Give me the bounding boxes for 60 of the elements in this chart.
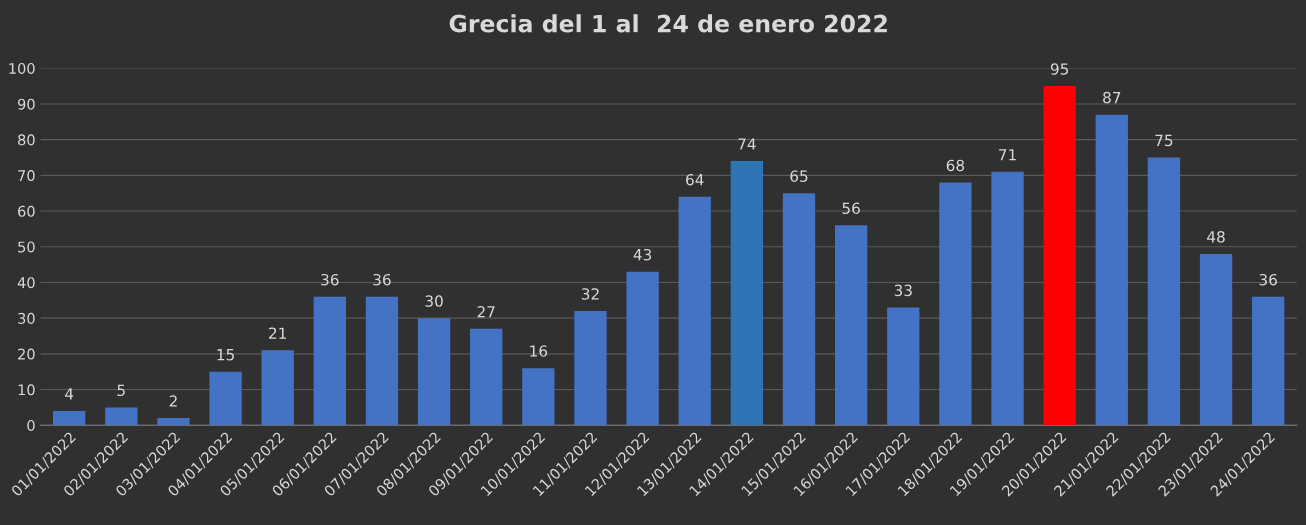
bar [834,225,868,426]
data-label: 4 [65,388,74,400]
y-tick-label: 40 [17,277,35,289]
y-tick-label: 60 [18,205,35,217]
data-label: 71 [999,149,1016,161]
bar [417,318,451,426]
data-label: 48 [1207,231,1225,243]
bar [1095,114,1128,426]
data-label: 87 [1103,91,1121,104]
bar [678,196,711,426]
data-label: 32 [581,288,599,300]
bar [105,407,138,426]
data-label: 33 [894,284,912,297]
y-tick-label: 30 [18,312,35,324]
y-tick-label: 50 [18,241,35,253]
bar [991,171,1024,426]
data-label: 30 [425,295,443,307]
data-label: 36 [373,273,391,286]
data-label: 64 [686,173,704,186]
bar [1252,296,1285,426]
bar [365,296,399,426]
bar [782,193,816,426]
bar [209,371,242,426]
bar [730,161,764,426]
y-tick-label: 100 [9,62,35,74]
data-label: 5 [117,384,125,397]
bar [626,271,659,426]
bar [470,328,503,426]
bar [1199,253,1233,426]
bar [261,350,294,426]
bar [522,368,555,426]
bar [313,296,346,426]
bar [53,410,86,426]
bar [574,311,607,426]
data-label: 74 [738,138,756,150]
bar [887,307,920,426]
bar [939,182,972,426]
y-tick-label: 80 [18,134,35,146]
data-label: 2 [169,395,177,407]
data-label: 16 [530,345,548,357]
data-label: 21 [269,327,286,339]
bar [1147,157,1181,426]
y-tick-label: 0 [27,419,35,431]
data-label: 36 [321,273,339,286]
y-tick-label: 20 [18,348,35,360]
y-tick-label: 10 [18,384,35,396]
bar [157,418,190,426]
chart-title: Grecia del 1 al 24 de enero 2022 [449,14,887,33]
data-label: 27 [477,306,495,318]
data-label: 43 [633,248,652,261]
data-label: 56 [842,202,860,215]
data-label: 36 [1259,273,1277,286]
y-tick-label: 70 [18,170,35,182]
data-label: 15 [217,349,234,361]
y-tick-label: 90 [17,98,35,110]
data-label: 95 [1050,63,1069,75]
data-label: 68 [946,159,965,172]
bar [1043,86,1076,426]
data-label: 75 [1155,134,1173,147]
data-label: 65 [790,170,808,182]
